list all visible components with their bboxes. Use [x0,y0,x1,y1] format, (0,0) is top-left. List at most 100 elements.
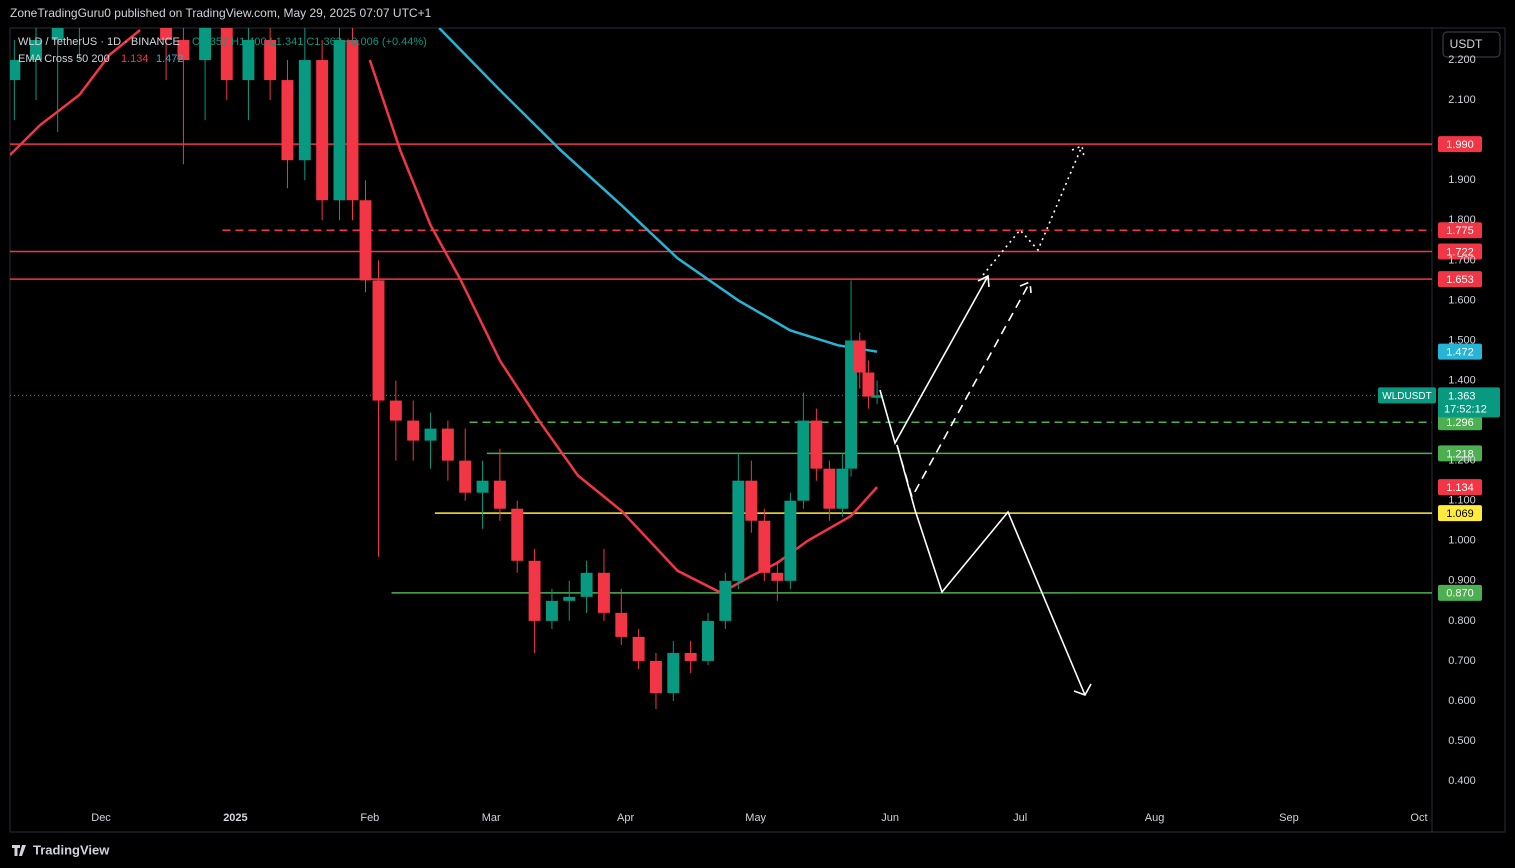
candle-body [845,340,858,469]
price-tag [1438,584,1482,601]
candle-body [199,28,212,61]
candle-body [702,620,714,661]
candle-body [615,612,628,637]
candle-body [597,572,610,613]
candle-body [650,660,662,693]
candle-body [281,80,294,161]
candle-body [372,280,385,401]
ema-line [438,28,878,353]
price-tag-label: 0.870 [1446,588,1474,600]
ohlc-legend: O1.357 H1.400 L1.341 C1.363 +0.006 (+0.4… [192,36,427,48]
x-tick-label: Aug [1145,812,1165,824]
footer-bar [0,838,1515,868]
price-tag [1438,414,1482,431]
candle-body [316,60,329,201]
price-tag [1438,505,1482,522]
x-tick-label: Mar [482,812,501,824]
y-tick-label: 1.800 [1448,214,1476,226]
footer: TradingView [33,842,110,857]
y-tick-label: 1.700 [1448,254,1476,266]
candle-body [745,480,758,521]
logo [12,845,26,856]
plot [10,28,1432,710]
candle-body [810,420,823,469]
last-price-tag [1438,387,1500,418]
candle-body [528,560,541,621]
candle-body [684,652,697,661]
candle-body [632,636,645,661]
candle-body [871,395,884,398]
y-tick-label: 1.600 [1448,294,1476,306]
frame [9,27,1506,833]
projection-up [879,274,990,446]
candle-body [758,520,771,573]
ema-line [10,29,879,595]
candle-body [30,40,42,61]
y-tick-label: 0.700 [1448,655,1476,667]
y-tick-label: 1.500 [1448,334,1476,346]
y-tick-label: 2.200 [1448,54,1476,66]
price-tag-label: 1.775 [1446,225,1474,237]
y-tick-label: 0.500 [1448,735,1476,747]
candle-body [333,40,346,201]
currency[interactable]: USDT [1450,37,1483,51]
price-tag-label: 1.653 [1446,274,1474,286]
ticker: WLDUSDT [1382,391,1431,402]
x-tick-label: Oct [1410,812,1427,824]
candle-body [545,600,558,621]
x-tick-label: May [745,812,766,824]
price-tag-label: 1.218 [1446,448,1474,460]
y-tick-label: 0.800 [1448,615,1476,627]
candle-body [563,596,576,601]
overlay: 1.990 1.775 1.722 1.653 1.296 1.218 1.069 0.870… [1378,136,1500,601]
price-tag [1438,479,1482,496]
price-tag-label: 1.990 [1446,139,1474,151]
candle-body [823,468,836,509]
candle-body [853,340,866,373]
y-tick-label: 2.100 [1448,94,1476,106]
price-tag-label: 1.296 [1446,417,1474,429]
price-tag-label: 1.069 [1446,508,1474,520]
price-tag [1438,136,1482,153]
y-tick-label: 1.200 [1448,455,1476,467]
countdown: 17:52:12 [1444,403,1487,415]
ema200-value: 1.472 [156,53,184,65]
projection-down [896,444,1092,696]
candle-body [836,468,849,509]
candle-body [784,500,797,581]
price-tag [1438,243,1482,260]
price-tag [1438,271,1482,288]
ticker-tag [1378,387,1436,404]
x-tick-label: 2025 [223,812,247,824]
candle-body [459,460,472,493]
price-tag-label: 1.722 [1446,246,1474,258]
price-tag [1438,445,1482,462]
attribution: ZoneTradingGuru0 published on TradingVie… [10,6,432,20]
x-tick-label: Feb [360,812,379,824]
price-tag [1438,222,1482,239]
candle-body [493,480,506,509]
y-tick-label: 0.400 [1448,775,1476,787]
x-tick-label: Dec [91,812,111,824]
candle-body [797,420,810,501]
candle-body [441,428,454,461]
candle-body [298,60,311,161]
ema50-value: 1.134 [121,53,149,65]
candle-body [160,28,173,41]
currency-button[interactable] [1442,31,1501,58]
indicator-label: EMA Cross 50 200 [18,53,110,65]
x-tick-label: Apr [617,812,634,824]
candle-body [476,480,489,493]
candle-body [771,572,784,581]
candle-body [177,40,190,61]
y-tick-label: 1.000 [1448,535,1476,547]
candle-body [389,400,402,421]
price-tag [1438,343,1482,360]
y-tick-label: 1.900 [1448,174,1476,186]
x-tick-label: Jun [881,812,899,824]
y-tick-label: 0.600 [1448,695,1476,707]
projections [879,144,1092,696]
candle-body [407,420,420,441]
price-tag-label: 1.134 [1446,482,1474,494]
